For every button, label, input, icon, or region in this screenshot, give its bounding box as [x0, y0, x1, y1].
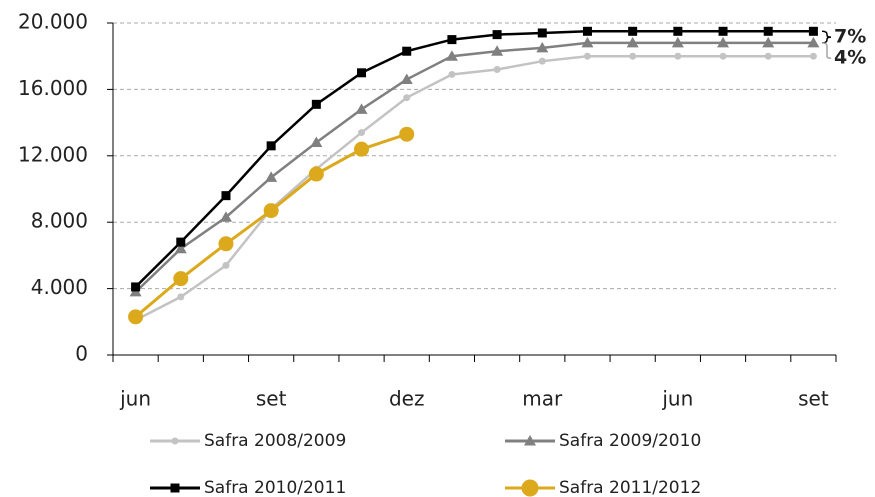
- marker: [718, 26, 728, 36]
- marker: [538, 57, 546, 65]
- marker: [674, 52, 682, 60]
- marker: [809, 52, 817, 60]
- y-tick-label: 16.000: [18, 76, 88, 100]
- marker: [492, 30, 502, 40]
- marker: [673, 26, 683, 36]
- marker: [402, 46, 412, 56]
- marker: [403, 94, 411, 102]
- legend-item: Safra 2009/2010: [505, 431, 701, 451]
- annotation: 7%: [834, 26, 866, 48]
- marker: [762, 36, 775, 48]
- x-tick-label: dez: [389, 387, 425, 411]
- marker: [764, 52, 772, 60]
- marker: [131, 282, 141, 292]
- y-tick-label: 0: [75, 342, 88, 366]
- marker: [310, 136, 323, 148]
- marker: [266, 141, 276, 151]
- series-line: [134, 41, 814, 293]
- marker: [308, 166, 324, 182]
- marker: [219, 211, 232, 222]
- series-line: [134, 132, 408, 318]
- series: [129, 36, 820, 297]
- legend-label: Safra 2008/2009: [204, 431, 346, 451]
- marker: [358, 129, 366, 137]
- legend-item: Safra 2008/2009: [150, 431, 346, 451]
- marker: [445, 50, 458, 61]
- x-tick-label: mar: [522, 387, 563, 411]
- marker: [808, 26, 818, 36]
- marker: [626, 36, 639, 48]
- marker: [521, 479, 539, 497]
- marker: [629, 52, 637, 60]
- marker: [536, 41, 549, 53]
- y-tick-label: 12.000: [18, 142, 88, 166]
- marker: [311, 99, 321, 109]
- marker: [263, 203, 279, 219]
- legend-item: Safra 2011/2012: [505, 478, 701, 497]
- marker: [399, 126, 415, 142]
- marker: [717, 36, 730, 48]
- marker: [583, 52, 591, 60]
- marker: [628, 26, 638, 36]
- marker: [174, 242, 187, 254]
- marker: [582, 26, 592, 36]
- marker: [447, 35, 457, 45]
- brace: [821, 30, 832, 44]
- marker: [400, 73, 413, 84]
- annotation: 4%: [834, 47, 866, 69]
- marker: [222, 261, 230, 269]
- marker: [581, 36, 594, 48]
- marker: [170, 483, 180, 493]
- marker: [218, 236, 234, 252]
- marker: [265, 171, 278, 182]
- marker: [491, 45, 504, 56]
- y-tick-label: 4.000: [31, 275, 88, 299]
- series: [132, 52, 817, 324]
- marker: [493, 65, 501, 73]
- y-tick-label: 20.000: [18, 10, 88, 34]
- x-tick-label: jun: [661, 387, 693, 411]
- x-tick-label: jun: [119, 387, 151, 411]
- legend-label: Safra 2009/2010: [559, 431, 701, 451]
- marker: [173, 271, 189, 287]
- marker: [128, 309, 144, 325]
- series: [128, 126, 415, 325]
- marker: [807, 36, 820, 48]
- marker: [763, 26, 773, 36]
- x-tick-label: set: [256, 387, 287, 411]
- series: [131, 26, 818, 292]
- series-line: [134, 30, 814, 288]
- marker: [354, 141, 370, 157]
- marker: [355, 103, 368, 114]
- legend-label: Safra 2011/2012: [559, 478, 701, 497]
- marker: [524, 435, 536, 446]
- x-tick-label: set: [798, 387, 829, 411]
- marker: [176, 237, 186, 247]
- marker: [171, 437, 179, 445]
- marker: [221, 191, 231, 201]
- legend-item: Safra 2010/2011: [150, 478, 346, 497]
- series-line: [135, 54, 814, 322]
- brace: [821, 42, 832, 59]
- marker: [177, 293, 185, 301]
- marker: [671, 36, 684, 48]
- marker: [719, 52, 727, 60]
- legend-label: Safra 2010/2011: [204, 478, 346, 497]
- marker: [448, 70, 456, 78]
- marker: [537, 28, 547, 38]
- y-tick-label: 8.000: [31, 209, 88, 233]
- marker: [357, 68, 367, 78]
